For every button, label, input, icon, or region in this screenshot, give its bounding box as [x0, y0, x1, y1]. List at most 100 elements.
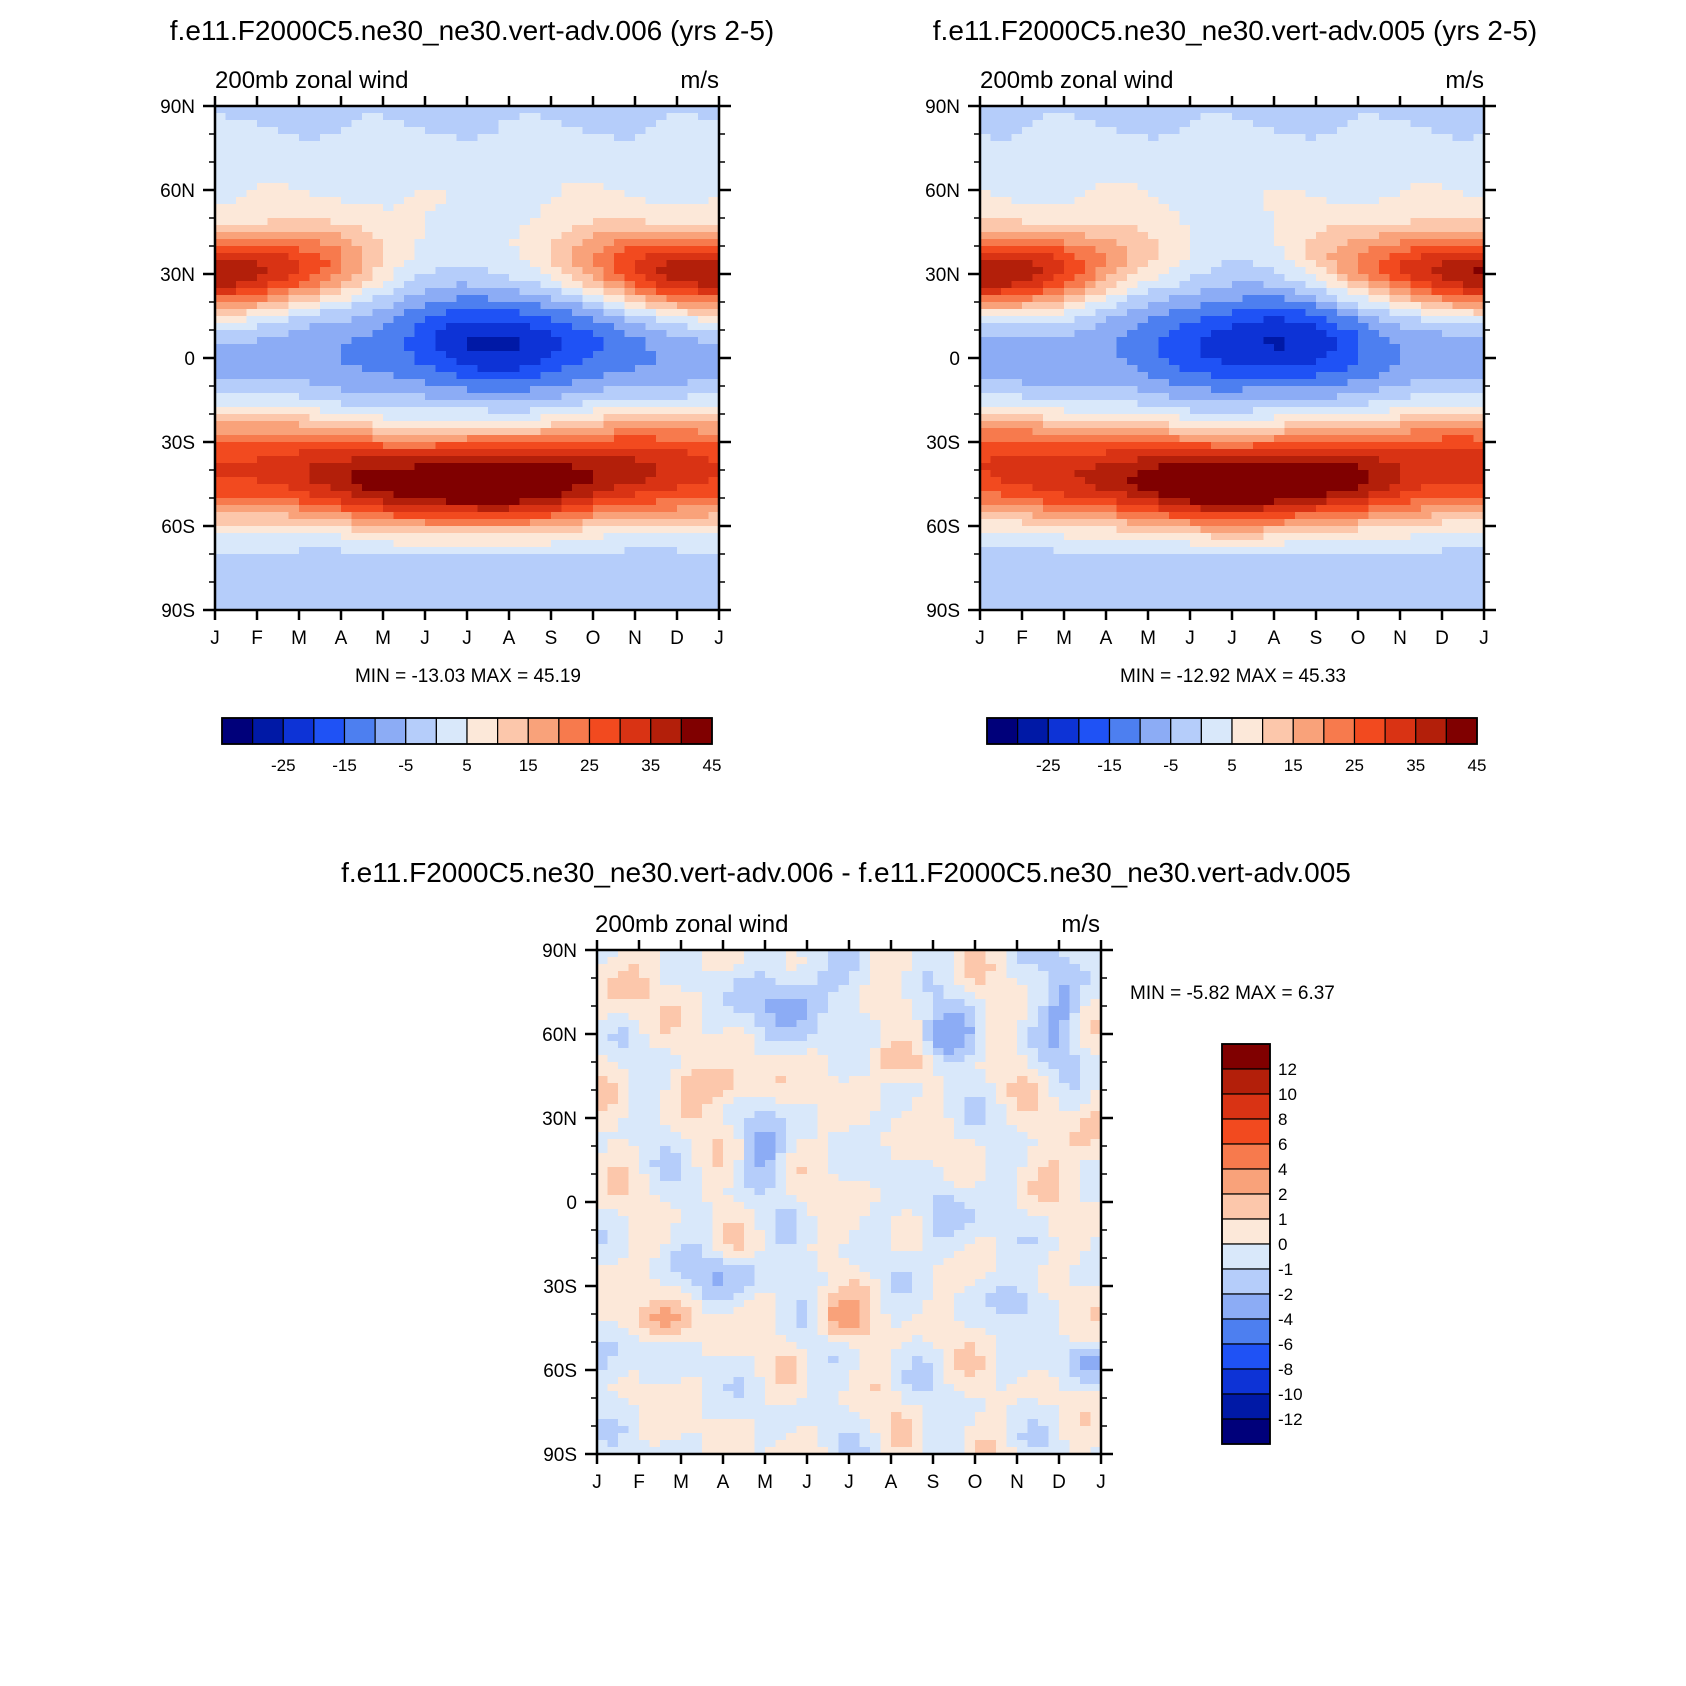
contour-cell [1116, 302, 1128, 310]
contour-cell [561, 582, 573, 590]
contour-cell [708, 281, 720, 289]
contour-cell [509, 428, 521, 436]
contour-cell [540, 568, 552, 576]
contour-cell [456, 547, 468, 555]
contour-cell [330, 176, 342, 184]
contour-cell [1095, 141, 1107, 149]
contour-cell [593, 323, 605, 331]
contour-cell [656, 575, 668, 583]
contour-cell [498, 449, 510, 457]
contour-cell [519, 533, 531, 541]
contour-cell [687, 337, 699, 345]
contour-cell [698, 421, 710, 429]
contour-cell [215, 260, 227, 268]
contour-cell [362, 554, 374, 562]
contour-cell [1043, 246, 1055, 254]
contour-cell [278, 428, 290, 436]
contour-cell [225, 477, 237, 485]
contour-cell [362, 134, 374, 142]
contour-cell [645, 540, 657, 548]
contour-cell [446, 225, 458, 233]
contour-cell [299, 162, 311, 170]
contour-cell [435, 274, 447, 282]
contour-cell [1452, 134, 1464, 142]
contour-cell [624, 239, 636, 247]
contour-cell [666, 365, 678, 373]
contour-cell [288, 442, 300, 450]
contour-cell [446, 337, 458, 345]
contour-cell [236, 540, 248, 548]
contour-cell [393, 435, 405, 443]
contour-cell [215, 540, 227, 548]
contour-cell [1211, 309, 1223, 317]
contour-cell [1253, 162, 1265, 170]
contour-cell [666, 281, 678, 289]
contour-cell [561, 505, 573, 513]
contour-cell [582, 519, 594, 527]
contour-cell [435, 421, 447, 429]
contour-cell [530, 568, 542, 576]
contour-cell [656, 498, 668, 506]
contour-cell [393, 540, 405, 548]
contour-cell [1410, 253, 1422, 261]
contour-cell [446, 540, 458, 548]
contour-cell [1064, 113, 1076, 121]
contour-cell [519, 582, 531, 590]
contour-cell [1284, 141, 1296, 149]
contour-cell [656, 204, 668, 212]
contour-cell [509, 141, 521, 149]
contour-cell [530, 239, 542, 247]
contour-cell [530, 246, 542, 254]
contour-cell [435, 372, 447, 380]
contour-cell [1242, 288, 1254, 296]
contour-cell [1211, 232, 1223, 240]
contour-cell [1379, 127, 1391, 135]
contour-cell [372, 491, 384, 499]
contour-cell [677, 554, 689, 562]
contour-cell [1295, 281, 1307, 289]
colorbar-label: 35 [641, 756, 660, 775]
contour-cell [372, 379, 384, 387]
contour-cell [320, 428, 332, 436]
contour-cell [519, 267, 531, 275]
contour-cell [530, 288, 542, 296]
contour-cell [572, 309, 584, 317]
contour-cell [1326, 225, 1338, 233]
contour-cell [1022, 197, 1034, 205]
contour-cell [1347, 295, 1359, 303]
contour-cell [1074, 148, 1086, 156]
contour-cell [278, 540, 290, 548]
contour-cell [1074, 162, 1086, 170]
contour-cell [446, 316, 458, 324]
contour-cell [708, 344, 720, 352]
contour-cell [1001, 134, 1013, 142]
contour-cell [593, 456, 605, 464]
contour-cell [1127, 274, 1139, 282]
contour-cell [404, 442, 416, 450]
contour-cell [435, 106, 447, 114]
contour-cell [1043, 302, 1055, 310]
contour-cell [593, 169, 605, 177]
contour-cell [267, 204, 279, 212]
contour-cell [446, 470, 458, 478]
contour-cell [603, 449, 615, 457]
contour-cell [1022, 148, 1034, 156]
contour-cell [1221, 274, 1233, 282]
contour-cell [414, 372, 426, 380]
contour-cell [656, 407, 668, 415]
contour-cell [1011, 127, 1023, 135]
contour-cell [351, 533, 363, 541]
contour-cell [519, 155, 531, 163]
contour-cell [572, 414, 584, 422]
contour-cell [362, 484, 374, 492]
contour-cell [299, 316, 311, 324]
contour-cell [1305, 260, 1317, 268]
contour-cell [1190, 120, 1202, 128]
contour-cell [1232, 176, 1244, 184]
contour-cell [593, 351, 605, 359]
contour-cell [267, 372, 279, 380]
contour-cell [236, 533, 248, 541]
contour-cell [1211, 281, 1223, 289]
contour-cell [1211, 113, 1223, 121]
contour-cell [540, 260, 552, 268]
